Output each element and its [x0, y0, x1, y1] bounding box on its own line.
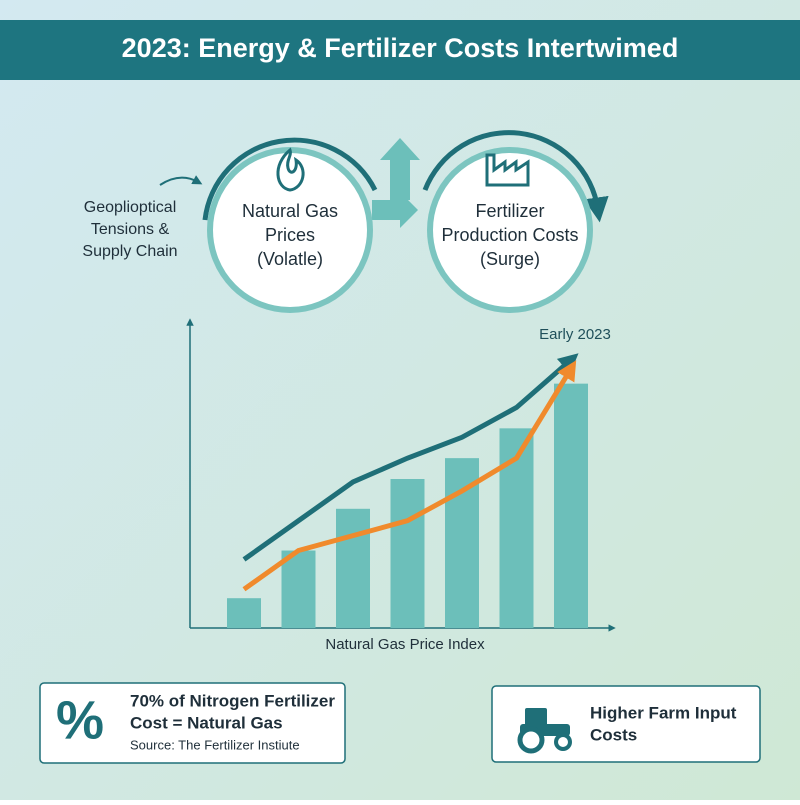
annotation: Early 2023 — [539, 326, 611, 343]
node-circle — [427, 147, 593, 313]
bar — [227, 598, 261, 628]
up-arrow — [380, 138, 420, 200]
x-axis-label: Natural Gas Price Index — [325, 636, 485, 653]
trend-line — [242, 360, 577, 592]
node-label: (Surge) — [480, 249, 540, 269]
factory-icon — [485, 153, 530, 187]
trend-line — [242, 353, 579, 562]
node-label: (Volatle) — [257, 249, 323, 269]
fact-text: Cost = Natural Gas — [130, 713, 283, 732]
percent-icon: % — [56, 690, 104, 750]
node-label: Fertilizer — [475, 201, 544, 221]
fact-source: Source: The Fertilizer Instiute — [130, 737, 300, 752]
fact-text: Higher Farm Input — [590, 703, 737, 722]
fact-text: Costs — [590, 725, 637, 744]
fact-box — [39, 682, 346, 764]
cycle-arc — [202, 137, 378, 221]
bar — [336, 508, 370, 628]
header-band — [0, 20, 800, 80]
bar — [499, 428, 534, 628]
flame-icon — [276, 147, 305, 192]
node-label: Production Costs — [441, 225, 578, 245]
driver-label: Geopliοptical — [84, 199, 177, 216]
driver-label: Tensions & — [91, 221, 170, 238]
node-label: Prices — [265, 225, 315, 245]
cycle-arc — [422, 130, 609, 223]
node-label: Natural Gas — [242, 201, 338, 221]
bar — [390, 479, 425, 628]
bar — [554, 383, 588, 628]
fact-text: 70% of Nitrogen Fertilizer — [130, 691, 335, 710]
driver-arrow — [159, 175, 203, 186]
driver-label: Supply Chain — [82, 243, 177, 260]
tractor-icon — [517, 708, 572, 754]
title: 2023: Energy & Fertilizer Costs Intertwi… — [122, 33, 679, 63]
right-arrow — [372, 192, 418, 228]
bar — [281, 550, 316, 628]
